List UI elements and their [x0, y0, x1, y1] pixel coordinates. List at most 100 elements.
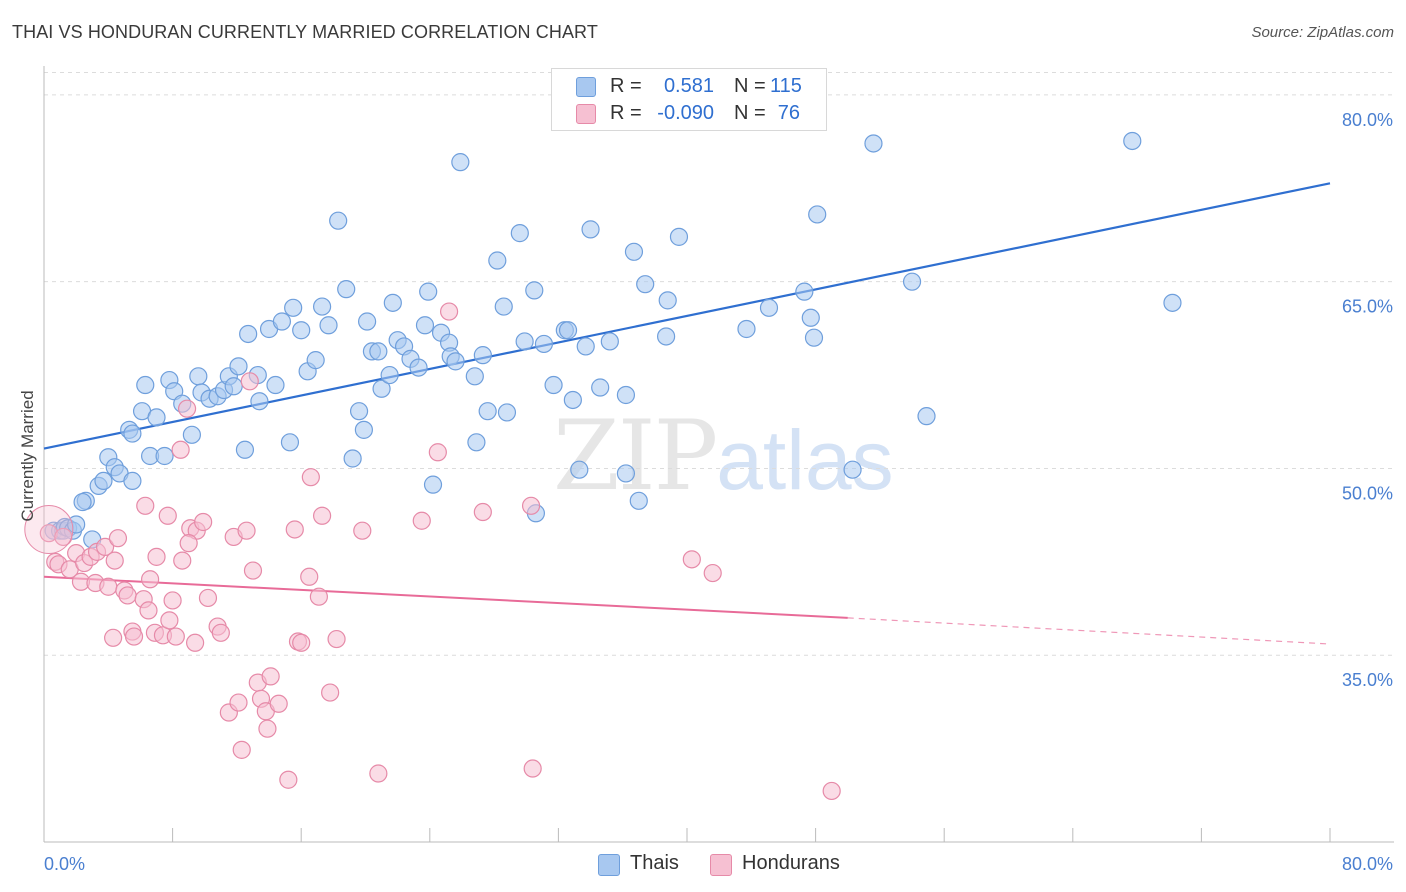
point-hondurans [237, 521, 256, 540]
point-hondurans [104, 628, 123, 647]
point-hondurans [285, 520, 304, 539]
point-thais [123, 471, 142, 491]
point-hondurans [369, 764, 388, 783]
point-thais [570, 460, 589, 479]
x-tick-label: 0.0% [44, 854, 85, 874]
point-thais [917, 407, 936, 426]
point-thais [581, 220, 600, 239]
point-hondurans [240, 372, 259, 391]
y-tick-label: 35.0% [1342, 670, 1393, 690]
point-hondurans [173, 551, 192, 570]
point-hondurans [321, 683, 340, 702]
point-thais [349, 402, 369, 421]
legend-n-value: 115 [770, 75, 802, 97]
point-hondurans [158, 506, 177, 525]
point-thais [337, 280, 356, 299]
point-thais [657, 327, 676, 346]
point-thais [795, 282, 814, 301]
point-thais [525, 281, 544, 300]
point-hondurans [300, 567, 319, 586]
point-thais [737, 319, 756, 339]
point-thais [451, 153, 470, 172]
point-hondurans [139, 601, 158, 620]
point-hondurans [211, 623, 230, 642]
point-hondurans [108, 529, 128, 548]
point-hondurans [163, 591, 182, 610]
point-thais [636, 275, 655, 294]
point-thais [488, 251, 507, 270]
point-thais [446, 352, 465, 371]
point-hondurans [124, 627, 144, 646]
point-thais [229, 357, 248, 376]
point-thais [155, 446, 174, 466]
point-hondurans [186, 633, 205, 652]
point-thais [804, 328, 824, 347]
point-thais [136, 375, 155, 395]
point-thais [250, 392, 269, 411]
point-hondurans [523, 759, 542, 778]
point-thais [563, 390, 582, 410]
tick-labels: 35.0% 50.0% 65.0% 80.0% 0.0% 80.0% [44, 110, 1393, 874]
point-thais [280, 433, 300, 452]
legend-row-thais: R = 0.581 N = 115 [552, 74, 826, 100]
point-thais [465, 367, 484, 386]
point-hondurans [243, 561, 263, 580]
legend-r-label: R = [610, 102, 642, 124]
point-thais [624, 242, 644, 261]
legend-r-label: R = [610, 75, 642, 97]
point-thais [591, 378, 610, 397]
point-hondurans [261, 667, 280, 686]
y-tick-label: 80.0% [1342, 110, 1393, 130]
point-thais [801, 308, 820, 327]
point-thais [182, 425, 201, 444]
bottom-legend-label: Thais [630, 852, 679, 874]
point-hondurans [279, 770, 298, 789]
point-thais [419, 282, 438, 301]
legend-n-value: 76 [777, 102, 800, 124]
chart-title: THAI VS HONDURAN CURRENTLY MARRIED CORRE… [12, 22, 598, 42]
point-thais [147, 408, 166, 427]
point-hondurans [682, 550, 701, 569]
point-hondurans [166, 627, 185, 646]
trend-line-thais [43, 182, 1331, 450]
point-thais [369, 342, 388, 361]
point-hondurans [147, 547, 166, 566]
point-thais [1123, 131, 1142, 151]
axes [43, 66, 1394, 843]
point-thais [478, 402, 497, 421]
point-thais [497, 403, 517, 422]
point-thais [808, 205, 827, 224]
point-hondurans [194, 512, 213, 532]
point-hondurans [473, 502, 492, 522]
y-tick-label: 65.0% [1342, 297, 1393, 317]
point-thais [510, 224, 529, 243]
legend-swatch-hondurans [576, 104, 596, 124]
point-thais [235, 440, 255, 459]
point-hondurans [822, 781, 841, 801]
trend-line-hondurans [43, 575, 848, 619]
point-hondurans [428, 443, 447, 462]
point-thais [616, 464, 636, 483]
point-hondurans [292, 633, 311, 652]
y-tick-label: 50.0% [1342, 483, 1393, 503]
point-thais [864, 134, 883, 153]
point-hondurans [301, 468, 320, 487]
point-thais [629, 491, 648, 510]
point-thais [372, 379, 391, 398]
legend-box: R = 0.581 N = 115 R = -0.090 N = 76 [551, 68, 827, 131]
point-thais [380, 365, 399, 385]
watermark-atlas: atlas [716, 413, 894, 507]
point-thais [383, 293, 402, 312]
point-hondurans [521, 496, 541, 515]
point-thais [266, 375, 285, 395]
point-hondurans [95, 537, 115, 556]
point-hondurans [312, 506, 332, 525]
point-thais [600, 332, 619, 351]
legend-r-value: 0.581 [663, 75, 714, 97]
data-points [24, 131, 1182, 801]
point-thais [423, 475, 443, 494]
point-thais [123, 424, 142, 443]
point-thais [329, 211, 348, 230]
legend-n-label: N = [734, 75, 766, 97]
